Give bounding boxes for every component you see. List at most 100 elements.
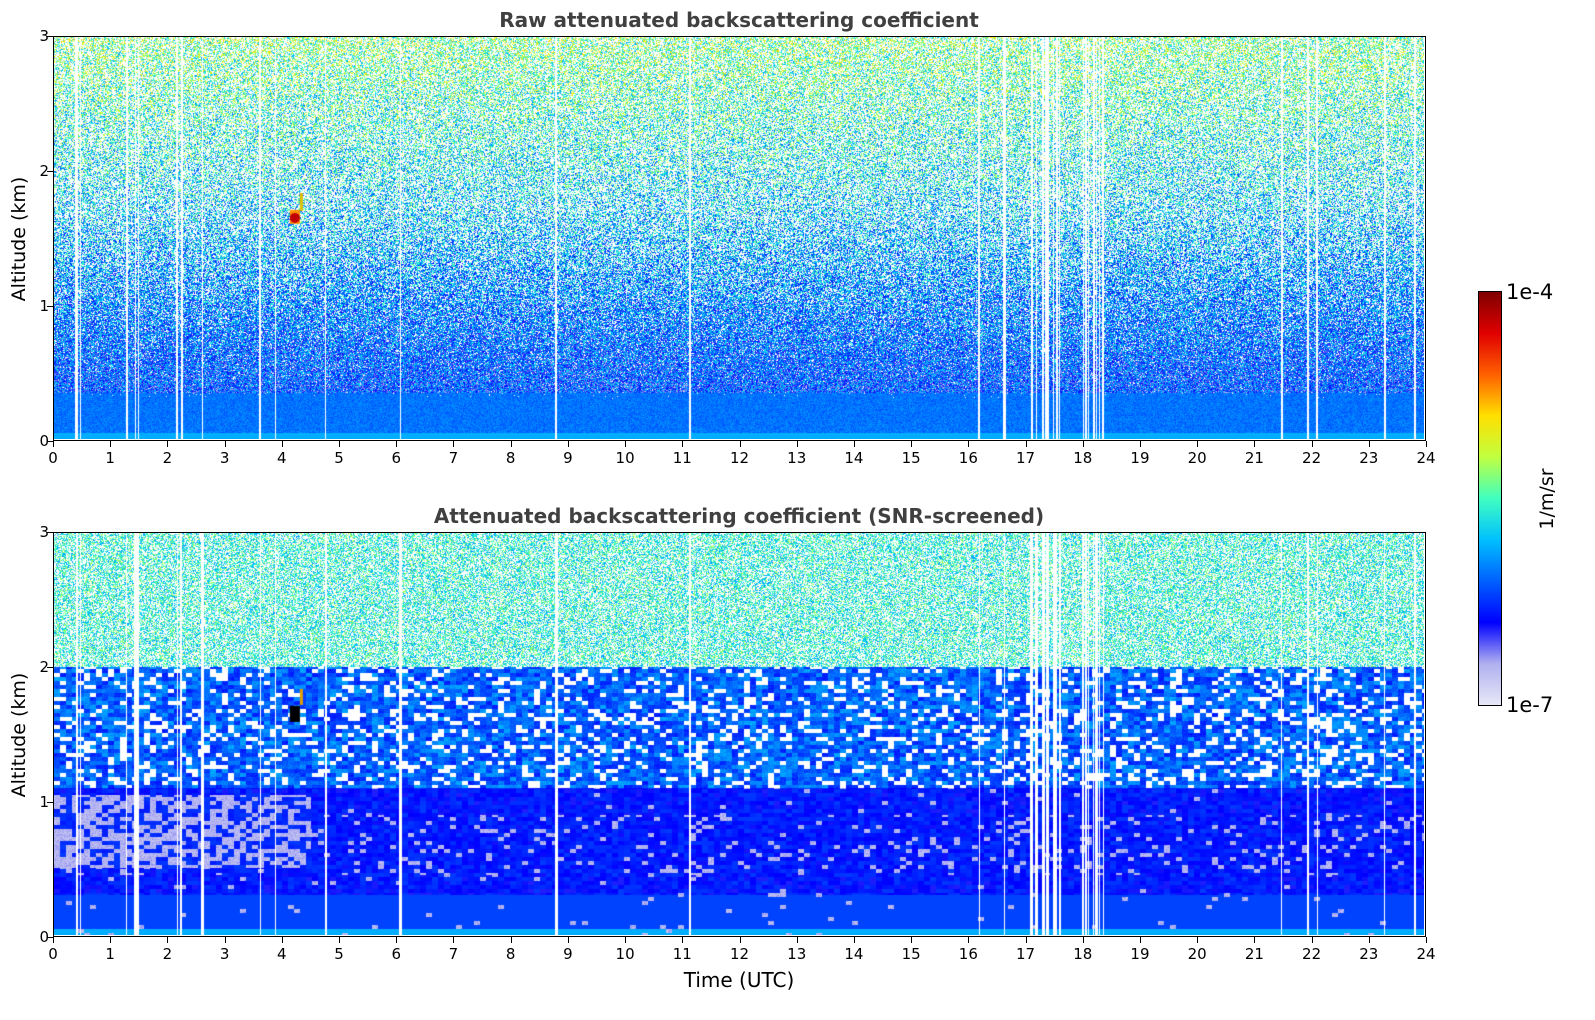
panel-2-y-tick-label: 3 xyxy=(39,523,49,541)
panel-1-x-tick-label: 5 xyxy=(334,449,344,467)
panel-1-x-tick-mark xyxy=(53,441,54,447)
panel-2-plot-area xyxy=(53,532,1426,937)
panel-2-x-tick-label: 4 xyxy=(277,945,287,963)
panel-1-x-tick-mark xyxy=(796,441,798,447)
panel-1-y-tick-mark xyxy=(47,306,53,307)
panel-2-x-tick-mark xyxy=(224,937,226,943)
panel-2-x-tick-mark xyxy=(281,937,283,943)
panel-2-x-tick-mark xyxy=(625,937,627,943)
panel-2-x-tick-mark xyxy=(853,937,855,943)
panel-2-x-tick-label: 1 xyxy=(105,945,115,963)
panel-2-heatmap xyxy=(54,533,1424,935)
panel-2-x-tick-mark xyxy=(682,937,684,943)
panel-1-x-tick-mark xyxy=(339,441,341,447)
panel-2-x-tick-mark xyxy=(1139,937,1141,943)
panel-1-plot-area xyxy=(53,36,1426,441)
panel-1-y-axis-label: Altitude (km) xyxy=(8,176,30,302)
panel-1-x-tick-label: 11 xyxy=(672,449,692,467)
panel-2-x-tick-label: 14 xyxy=(844,945,864,963)
panel-2-x-tick-label: 3 xyxy=(219,945,230,963)
panel-1-x-tick-mark xyxy=(968,441,970,447)
panel-2-x-tick-label: 12 xyxy=(729,945,750,963)
panel-2-x-tick-label: 8 xyxy=(505,945,516,963)
panel-1-x-tick-label: 17 xyxy=(1015,449,1036,467)
panel-2-x-tick-label: 16 xyxy=(958,945,978,963)
panel-1-x-tick-label: 12 xyxy=(729,449,750,467)
panel-2-x-tick-label: 18 xyxy=(1073,945,1093,963)
panel-1-x-tick-label: 15 xyxy=(901,449,921,467)
panel-1-x-tick-mark xyxy=(853,441,855,447)
panel-2-x-tick-mark xyxy=(1426,937,1427,943)
panel-1-x-tick-label: 7 xyxy=(448,449,459,467)
colorbar xyxy=(1478,291,1502,706)
panel-1-x-tick-label: 3 xyxy=(219,449,230,467)
panel-2-x-tick-mark xyxy=(1197,937,1199,943)
panel-1-x-tick-mark xyxy=(281,441,283,447)
panel-2-x-tick-mark xyxy=(1311,937,1313,943)
panel-1-x-tick-mark xyxy=(1197,441,1199,447)
panel-1-x-tick-label: 6 xyxy=(391,449,402,467)
panel-2-x-tick-label: 2 xyxy=(162,945,173,963)
panel-1-x-tick-mark xyxy=(224,441,226,447)
panel-1-x-tick-label: 14 xyxy=(844,449,864,467)
panel-2-y-tick-mark xyxy=(47,802,53,803)
panel-2-x-tick-label: 21 xyxy=(1244,945,1264,963)
panel-1-x-tick-label: 20 xyxy=(1187,449,1207,467)
panel-1-y-tick-label: 3 xyxy=(39,27,49,45)
panel-2-x-tick-mark xyxy=(567,937,569,943)
panel-2-x-tick-label: 24 xyxy=(1416,945,1436,963)
panel-1-x-tick-mark xyxy=(911,441,913,447)
panel-2-x-tick-mark xyxy=(1254,937,1256,943)
panel-2-x-tick-mark xyxy=(1082,937,1084,943)
panel-1-x-tick-mark xyxy=(567,441,569,447)
panel-1-x-tick-mark xyxy=(739,441,741,447)
panel-1-x-tick-label: 2 xyxy=(162,449,173,467)
panel-1-y-tick-label: 0 xyxy=(39,432,49,450)
panel-2-x-tick-label: 6 xyxy=(391,945,402,963)
panel-1-y-tick-mark xyxy=(47,441,53,442)
panel-1-x-tick-mark xyxy=(510,441,512,447)
panel-1-x-tick-mark xyxy=(453,441,455,447)
panel-2-x-tick-mark xyxy=(453,937,455,943)
panel-1-x-tick-mark xyxy=(167,441,169,447)
panel-1-x-tick-mark xyxy=(1025,441,1027,447)
panel-1-title: Raw attenuated backscattering coefficien… xyxy=(499,8,979,32)
panel-2-title: Attenuated backscattering coefficient (S… xyxy=(433,504,1045,528)
panel-2-x-tick-label: 23 xyxy=(1359,945,1379,963)
panel-2-x-tick-label: 0 xyxy=(48,945,58,963)
panel-1-y-tick-label: 2 xyxy=(39,162,49,180)
panel-2-x-tick-label: 13 xyxy=(787,945,807,963)
panel-1-x-tick-label: 18 xyxy=(1073,449,1093,467)
panel-1-x-tick-mark xyxy=(1082,441,1084,447)
panel-2-x-tick-mark xyxy=(911,937,913,943)
panel-2-y-tick-label: 0 xyxy=(39,928,49,946)
panel-1-y-tick-label: 1 xyxy=(39,297,49,315)
panel-2-y-tick-mark xyxy=(47,937,53,938)
panel-2-y-axis-label: Altitude (km) xyxy=(8,672,30,798)
panel-2-x-tick-label: 17 xyxy=(1015,945,1036,963)
panel-1-x-tick-mark xyxy=(682,441,684,447)
panel-1-x-tick-mark xyxy=(1139,441,1141,447)
panel-2-x-tick-label: 5 xyxy=(334,945,344,963)
panel-2-y-tick-label: 1 xyxy=(39,793,49,811)
panel-1-x-tick-label: 13 xyxy=(787,449,807,467)
panel-2-y-tick-label: 2 xyxy=(39,658,49,676)
panel-1-x-tick-label: 8 xyxy=(505,449,516,467)
panel-2-x-tick-mark xyxy=(510,937,512,943)
panel-1-x-tick-label: 21 xyxy=(1244,449,1264,467)
panel-2-x-tick-mark xyxy=(53,937,54,943)
panel-1-x-tick-label: 1 xyxy=(105,449,115,467)
panel-1-x-tick-label: 9 xyxy=(563,449,573,467)
panel-2-x-tick-label: 20 xyxy=(1187,945,1207,963)
panel-2-x-tick-mark xyxy=(396,937,398,943)
panel-1-heatmap xyxy=(54,37,1424,439)
panel-1-x-tick-label: 19 xyxy=(1130,449,1150,467)
colorbar-unit-label: 1/m/sr xyxy=(1536,468,1558,530)
panel-1-x-tick-label: 0 xyxy=(48,449,58,467)
panel-1-y-tick-mark xyxy=(47,36,53,37)
panel-1-y-tick-mark xyxy=(47,171,53,172)
panel-2-x-tick-label: 11 xyxy=(672,945,692,963)
panel-2-x-tick-mark xyxy=(167,937,169,943)
panel-1-x-tick-label: 23 xyxy=(1359,449,1379,467)
colorbar-min-label: 1e-7 xyxy=(1506,693,1554,717)
